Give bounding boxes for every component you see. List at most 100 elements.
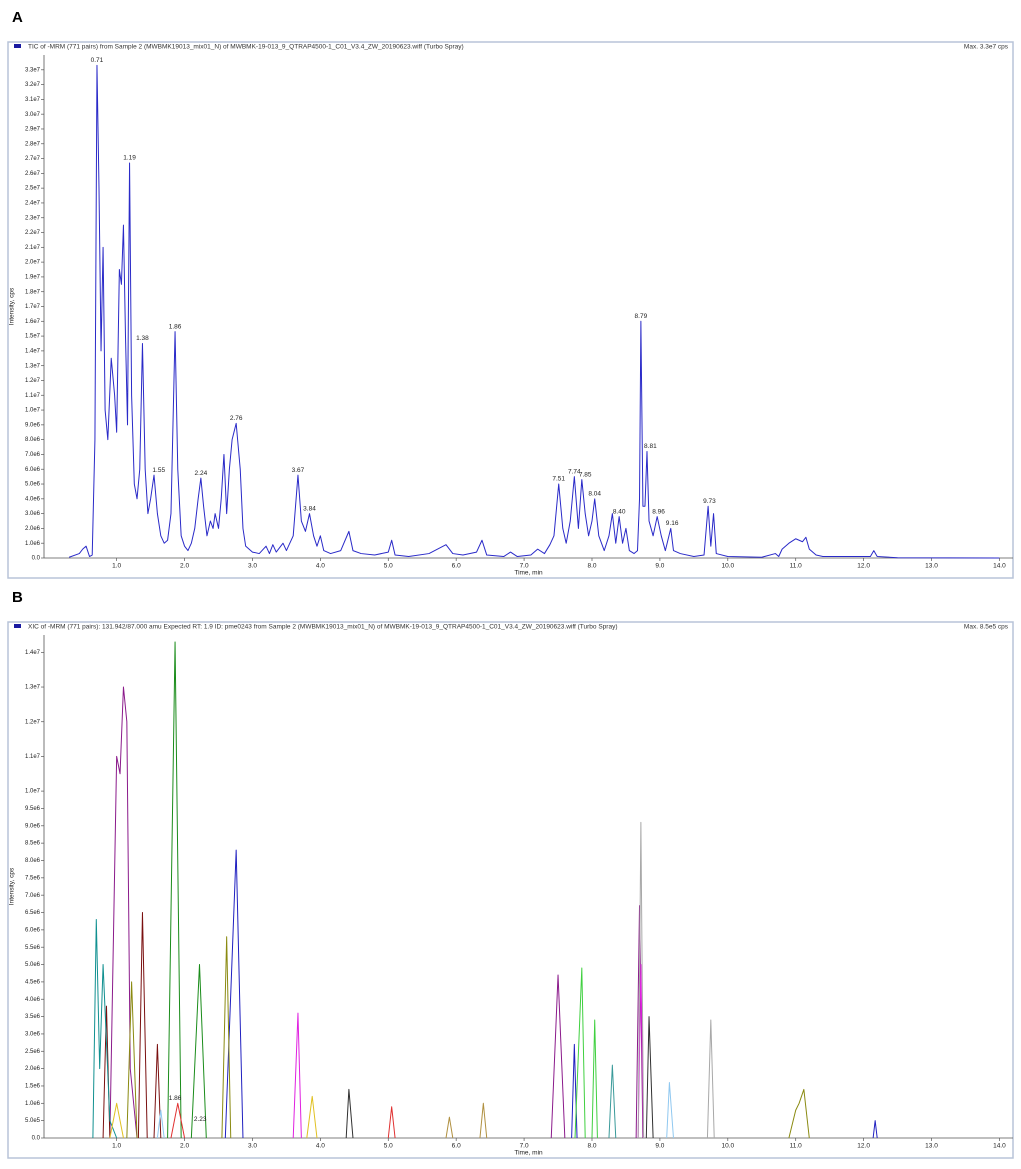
y-tick-label: 1.3e7 (25, 685, 41, 691)
y-tick-label: 9.5e6 (25, 806, 41, 812)
y-tick-label: 7.0e6 (25, 452, 41, 458)
peak-label: 2.76 (230, 415, 243, 422)
peak-label: 3.84 (303, 505, 316, 512)
x-tick-label: 7.0 (520, 563, 529, 570)
x-tick-label: 12.0 (857, 563, 870, 570)
series-line (92, 918, 118, 1139)
peak-label: 1.55 (152, 467, 165, 474)
y-tick-label: 1.5e6 (25, 1084, 41, 1090)
y-tick-label: 2.0e6 (25, 1066, 41, 1072)
series-line (126, 936, 810, 1139)
y-tick-label: 4.0e6 (25, 496, 41, 502)
peak-label: 9.16 (666, 520, 679, 527)
x-tick-label: 3.0 (248, 1143, 257, 1150)
series-line (156, 1082, 674, 1139)
y-tick-label: 1.0e6 (25, 541, 41, 547)
y-tick-label: 3.1e7 (25, 97, 41, 103)
chart-header: TIC of -MRM (771 pairs) from Sample 2 (M… (28, 44, 464, 51)
y-tick-label: 3.0e7 (25, 112, 41, 118)
y-axis-label: Intensity, cps (9, 867, 16, 905)
series-line (608, 1064, 617, 1139)
panel-label: B (12, 589, 23, 606)
chart-header: XIC of -MRM (771 pairs): 131.942/87.000 … (28, 624, 618, 631)
y-tick-label: 2.0e7 (25, 260, 41, 266)
x-tick-label: 5.0 (384, 1143, 393, 1150)
y-tick-label: 1.0e7 (25, 789, 41, 795)
y-tick-label: 2.3e7 (25, 215, 41, 221)
y-tick-label: 9.0e6 (25, 422, 41, 428)
x-tick-label: 5.0 (384, 563, 393, 570)
x-axis-label: Time, min (514, 570, 543, 577)
peak-label: 8.96 (652, 508, 665, 515)
chart-frame (7, 41, 1014, 579)
series-line (68, 64, 1000, 559)
x-tick-label: 10.0 (721, 1143, 734, 1150)
y-tick-label: 3.0e6 (25, 511, 41, 517)
peak-label: 8.79 (635, 313, 648, 320)
x-tick-label: 6.0 (452, 563, 461, 570)
y-tick-label: 2.4e7 (25, 201, 41, 207)
peak-label: 1.86 (169, 323, 182, 330)
header-icon (14, 624, 21, 628)
y-tick-label: 0.0 (32, 556, 41, 562)
y-tick-label: 2.1e7 (25, 245, 41, 251)
x-tick-label: 4.0 (316, 1143, 325, 1150)
y-tick-label: 8.5e6 (25, 841, 41, 847)
peak-label: 7.74 (568, 468, 581, 475)
y-tick-label: 6.0e6 (25, 927, 41, 933)
x-tick-label: 9.0 (655, 563, 664, 570)
x-tick-label: 13.0 (925, 563, 938, 570)
x-tick-label: 7.0 (520, 1143, 529, 1150)
series-line (109, 1095, 318, 1139)
y-tick-label: 0.0 (32, 1136, 41, 1142)
x-tick-label: 2.0 (180, 1143, 189, 1150)
y-tick-label: 2.7e7 (25, 156, 41, 162)
y-tick-label: 1.2e7 (25, 378, 41, 384)
y-tick-label: 6.0e6 (25, 467, 41, 473)
y-tick-label: 1.5e7 (25, 334, 41, 340)
x-tick-label: 2.0 (180, 563, 189, 570)
y-tick-label: 1.9e7 (25, 274, 41, 280)
peak-label: 7.51 (552, 476, 565, 483)
y-tick-label: 4.0e6 (25, 997, 41, 1003)
y-tick-label: 5.0e6 (25, 962, 41, 968)
y-tick-label: 7.5e6 (25, 875, 41, 881)
x-tick-label: 8.0 (587, 1143, 596, 1150)
peak-label: 2.24 (195, 470, 208, 477)
max-label: Max. 3.3e7 cps (964, 44, 1009, 51)
peak-label: 8.04 (588, 491, 601, 498)
panel-label: A (12, 9, 23, 26)
peak-label: 1.38 (136, 335, 149, 342)
y-tick-label: 1.0e6 (25, 1101, 41, 1107)
y-tick-label: 3.0e6 (25, 1032, 41, 1038)
x-tick-label: 14.0 (993, 563, 1006, 570)
peak-label: 3.67 (292, 467, 305, 474)
y-tick-label: 3.3e7 (25, 67, 41, 73)
y-tick-label: 8.0e6 (25, 437, 41, 443)
y-tick-label: 5.0e6 (25, 482, 41, 488)
x-tick-label: 11.0 (790, 563, 803, 570)
x-tick-label: 4.0 (316, 563, 325, 570)
x-tick-label: 13.0 (925, 1143, 938, 1150)
y-tick-label: 1.8e7 (25, 289, 41, 295)
peak-label: 0.71 (91, 57, 104, 64)
y-tick-label: 1.3e7 (25, 363, 41, 369)
y-tick-label: 5.0e5 (25, 1118, 41, 1124)
y-tick-label: 2.9e7 (25, 127, 41, 133)
y-tick-label: 2.8e7 (25, 141, 41, 147)
y-axis-label: Intensity, cps (9, 287, 16, 325)
y-tick-label: 2.2e7 (25, 230, 41, 236)
x-tick-label: 8.0 (587, 563, 596, 570)
x-tick-label: 11.0 (790, 1143, 803, 1150)
y-tick-label: 1.4e7 (25, 650, 41, 656)
x-axis-label: Time, min (514, 1150, 543, 1157)
y-tick-label: 1.4e7 (25, 348, 41, 354)
peak-label: 9.73 (703, 498, 716, 505)
y-tick-label: 3.5e6 (25, 1014, 41, 1020)
y-tick-label: 1.2e7 (25, 719, 41, 725)
peak-label: 8.81 (644, 443, 657, 450)
y-tick-label: 5.5e6 (25, 945, 41, 951)
x-tick-label: 9.0 (655, 1143, 664, 1150)
